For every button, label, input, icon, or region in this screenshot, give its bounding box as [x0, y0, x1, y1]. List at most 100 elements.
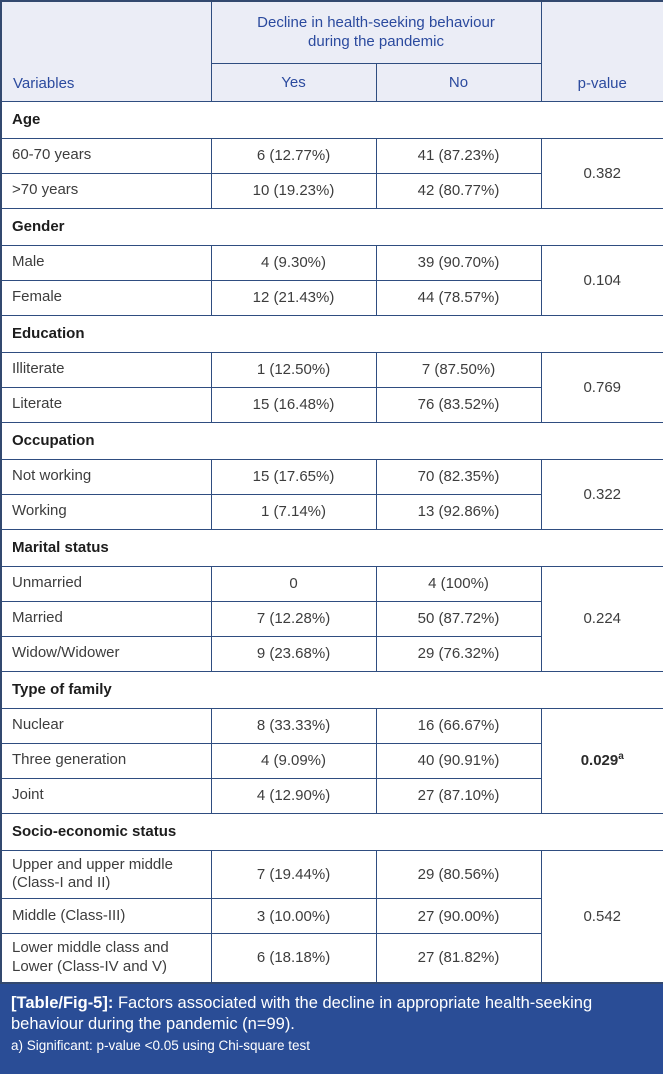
- header-row-yes-no: Yes No: [1, 62, 663, 102]
- column-header-variables: Variables: [0, 0, 212, 102]
- section-title: Education: [0, 314, 663, 353]
- data-row: Middle (Class-III) 3 (10.00%) 27 (90.00%): [0, 898, 663, 934]
- section-row: Marital status: [0, 528, 663, 567]
- table-caption-text: Factors associated with the decline in a…: [11, 993, 593, 1033]
- p-value: 0.104: [540, 244, 663, 316]
- data-row: Nuclear 8 (33.33%) 16 (66.67%) 0.029a: [0, 707, 663, 814]
- section-row: Age: [0, 100, 663, 139]
- no-value: 29 (80.56%): [375, 849, 542, 899]
- no-value: 70 (82.35%): [375, 458, 542, 495]
- data-row: Not working 15 (17.65%) 70 (82.35%) 0.322: [0, 458, 663, 530]
- data-row: Joint 4 (12.90%) 27 (87.10%): [0, 777, 663, 814]
- section-title: Marital status: [0, 528, 663, 567]
- no-value: 40 (90.91%): [375, 742, 542, 779]
- no-value: 27 (87.10%): [375, 777, 542, 814]
- yes-value: 1 (12.50%): [210, 351, 377, 388]
- yes-value: 3 (10.00%): [210, 898, 377, 934]
- table-header: Variables Decline in health-seeking beha…: [0, 0, 663, 102]
- table-body: Age 60-70 years 6 (12.77%) 41 (87.23%) 0.382…: [0, 100, 663, 983]
- yes-value: 10 (19.23%): [210, 172, 377, 209]
- yes-value: 4 (9.09%): [210, 742, 377, 779]
- p-value: 0.029a: [540, 707, 663, 814]
- row-label: Middle (Class-III): [0, 898, 212, 934]
- p-value: 0.542: [540, 849, 663, 983]
- column-header-pvalue: p-value: [540, 0, 663, 102]
- yes-value: 0: [210, 565, 377, 602]
- yes-value: 7 (12.28%): [210, 600, 377, 637]
- no-value: 29 (76.32%): [375, 635, 542, 672]
- data-row: 60-70 years 6 (12.77%) 41 (87.23%) 0.382: [0, 137, 663, 209]
- row-label: Widow/Widower: [0, 635, 212, 672]
- section-title: Age: [0, 100, 663, 139]
- data-row: Upper and upper middle (Class-I and II) 7…: [0, 849, 663, 983]
- data-row: Lower middle class and Lower (Class-IV a…: [0, 933, 663, 983]
- p-value: 0.769: [540, 351, 663, 423]
- yes-value: 4 (12.90%): [210, 777, 377, 814]
- table-fig-label: [Table/Fig-5]:: [11, 993, 114, 1012]
- significance-marker: a: [618, 751, 624, 762]
- yes-value: 8 (33.33%): [210, 707, 377, 744]
- no-value: 39 (90.70%): [375, 244, 542, 281]
- row-label: Married: [0, 600, 212, 637]
- data-row: >70 years 10 (19.23%) 42 (80.77%): [0, 172, 663, 209]
- section-row: Type of family: [0, 670, 663, 709]
- row-label: Joint: [0, 777, 212, 814]
- row-label: Three generation: [0, 742, 212, 779]
- data-row: Three generation 4 (9.09%) 40 (90.91%): [0, 742, 663, 779]
- yes-value: 7 (19.44%): [210, 849, 377, 899]
- data-row: Married 7 (12.28%) 50 (87.72%): [0, 600, 663, 637]
- row-label: Nuclear: [0, 707, 212, 744]
- row-label: Not working: [0, 458, 212, 495]
- section-title: Gender: [0, 207, 663, 246]
- no-value: 4 (100%): [375, 565, 542, 602]
- yes-value: 15 (16.48%): [210, 386, 377, 423]
- section-title: Socio-economic status: [0, 812, 663, 851]
- no-value: 42 (80.77%): [375, 172, 542, 209]
- factors-table: Variables Decline in health-seeking beha…: [0, 0, 663, 984]
- no-value: 27 (90.00%): [375, 898, 542, 934]
- data-row: Female 12 (21.43%) 44 (78.57%): [0, 279, 663, 316]
- row-label: Upper and upper middle (Class-I and II): [0, 849, 212, 899]
- no-value: 41 (87.23%): [375, 137, 542, 174]
- yes-value: 6 (18.18%): [210, 933, 377, 983]
- data-row: Working 1 (7.14%) 13 (92.86%): [0, 493, 663, 530]
- header-row-span: Variables Decline in health-seeking beha…: [0, 0, 663, 102]
- data-row: Illiterate 1 (12.50%) 7 (87.50%) 0.769: [0, 351, 663, 423]
- column-header-no: No: [375, 62, 542, 102]
- row-label: Illiterate: [0, 351, 212, 388]
- no-value: 13 (92.86%): [375, 493, 542, 530]
- row-label: Unmarried: [0, 565, 212, 602]
- section-title: Occupation: [0, 421, 663, 460]
- data-row: Unmarried 0 4 (100%) 0.224: [0, 565, 663, 672]
- p-value: 0.224: [540, 565, 663, 672]
- no-value: 16 (66.67%): [375, 707, 542, 744]
- section-title: Type of family: [0, 670, 663, 709]
- table-caption-bar: [Table/Fig-5]: Factors associated with t…: [0, 983, 663, 1074]
- data-row: Male 4 (9.30%) 39 (90.70%) 0.104: [0, 244, 663, 316]
- column-header-decline-span: Decline in health-seeking behaviour duri…: [210, 0, 542, 64]
- no-value: 76 (83.52%): [375, 386, 542, 423]
- row-label: Literate: [0, 386, 212, 423]
- data-row: Literate 15 (16.48%) 76 (83.52%): [0, 386, 663, 423]
- no-value: 27 (81.82%): [375, 933, 542, 983]
- data-row: Widow/Widower 9 (23.68%) 29 (76.32%): [0, 635, 663, 672]
- row-label: Female: [0, 279, 212, 316]
- yes-value: 9 (23.68%): [210, 635, 377, 672]
- row-label: Working: [0, 493, 212, 530]
- yes-value: 6 (12.77%): [210, 137, 377, 174]
- section-row: Occupation: [0, 421, 663, 460]
- yes-value: 15 (17.65%): [210, 458, 377, 495]
- section-row: Gender: [0, 207, 663, 246]
- row-label: Male: [0, 244, 212, 281]
- section-row: Socio-economic status: [0, 812, 663, 851]
- yes-value: 1 (7.14%): [210, 493, 377, 530]
- row-label: 60-70 years: [0, 137, 212, 174]
- p-value: 0.322: [540, 458, 663, 530]
- yes-value: 4 (9.30%): [210, 244, 377, 281]
- section-row: Education: [0, 314, 663, 353]
- no-value: 44 (78.57%): [375, 279, 542, 316]
- table-caption: [Table/Fig-5]: Factors associated with t…: [11, 993, 652, 1035]
- row-label: Lower middle class and Lower (Class-IV a…: [0, 933, 212, 983]
- row-label: >70 years: [0, 172, 212, 209]
